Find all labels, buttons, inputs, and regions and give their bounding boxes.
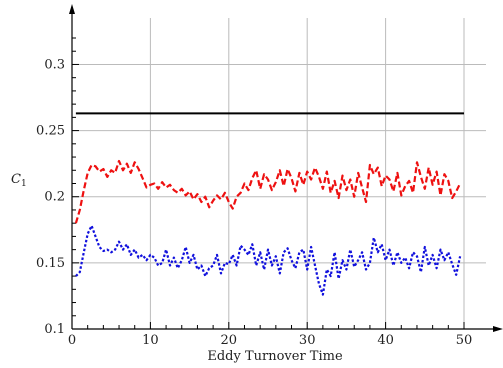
y-axis-arrow (69, 4, 75, 14)
y-tick-label: 0.1 (44, 322, 65, 337)
x-tick-label: 50 (456, 333, 473, 348)
y-tick-label: 0.2 (44, 190, 65, 205)
y-tick-label: 0.25 (36, 124, 65, 139)
x-tick-label: 10 (142, 333, 159, 348)
x-tick-label: 30 (299, 333, 316, 348)
series-group (74, 112, 464, 296)
x-tick-label: 40 (377, 333, 394, 348)
tick-labels: 0 10 20 30 40 50 0.1 0.15 0.2 0.25 0.3 (36, 57, 472, 348)
grid (72, 18, 486, 329)
y-tick-label: 0.15 (36, 256, 65, 271)
axes (69, 4, 503, 332)
y-axis-label-main: C (11, 172, 21, 187)
x-axis-label: Eddy Turnover Time (207, 349, 343, 364)
y-axis-label: C1 (11, 172, 27, 189)
x-tick-label: 0 (68, 333, 76, 348)
series-line-blue (75, 224, 462, 296)
y-tick-label: 0.3 (44, 57, 65, 72)
series-line-red (74, 159, 462, 224)
y-axis-label-subscript: 1 (21, 179, 27, 189)
x-tick-label: 20 (221, 333, 238, 348)
x-axis-arrow (493, 326, 503, 332)
